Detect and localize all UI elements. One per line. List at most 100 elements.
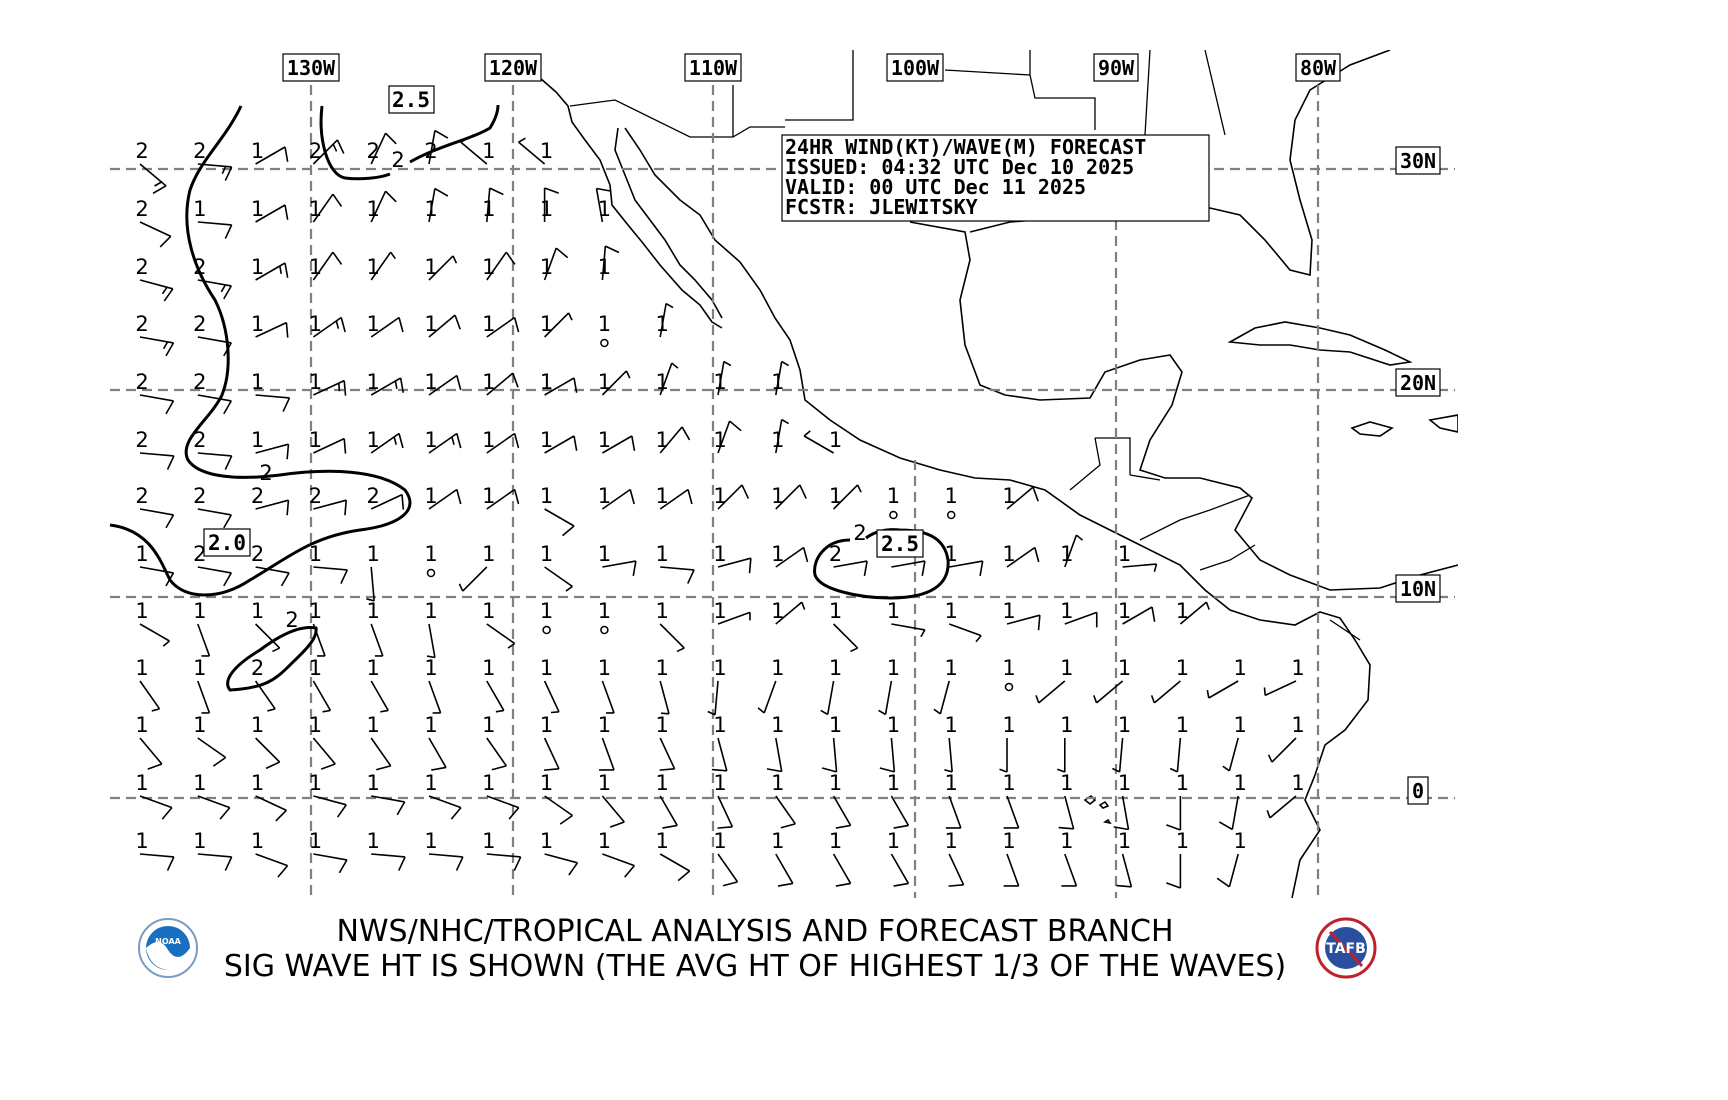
wind-barb-feather bbox=[660, 712, 670, 715]
calm-circle bbox=[889, 510, 898, 520]
grid-point: 1 bbox=[482, 428, 520, 454]
wave-height: 1 bbox=[482, 542, 495, 566]
grid-point: 1 bbox=[540, 187, 559, 222]
wind-barb-feather bbox=[781, 360, 790, 367]
wind-barb-feather bbox=[338, 859, 348, 874]
wind-barb-feather bbox=[707, 710, 716, 716]
wind-barb-feather bbox=[508, 807, 520, 820]
grid-point: 1 bbox=[424, 599, 438, 659]
wind-barb-feather bbox=[159, 235, 172, 248]
grid-point: 1 bbox=[482, 187, 504, 223]
wave-height: 2 bbox=[251, 656, 264, 680]
wind-barb-staff bbox=[486, 795, 520, 809]
lon-label-box bbox=[684, 53, 742, 82]
wind-barb-staff bbox=[197, 680, 211, 714]
wind-barb-staff bbox=[763, 680, 777, 714]
grid-point: 1 bbox=[598, 656, 615, 714]
wave-height: 1 bbox=[1234, 656, 1247, 680]
wind-barb-feather bbox=[1113, 826, 1129, 831]
wind-barb-feather bbox=[748, 558, 752, 574]
wind-barb-feather bbox=[456, 375, 462, 391]
wave-height: 1 bbox=[540, 713, 553, 737]
wave-height: 2 bbox=[193, 370, 206, 394]
wave-height: 1 bbox=[1060, 542, 1073, 566]
wind-barb-staff bbox=[428, 488, 458, 510]
grid-point: 1 bbox=[945, 829, 965, 887]
wind-barb-feather bbox=[380, 709, 389, 713]
wind-barb-staff bbox=[139, 279, 174, 290]
wave-height: 1 bbox=[1060, 656, 1073, 680]
wave-height: 1 bbox=[193, 771, 206, 795]
grid-point: 1 bbox=[656, 484, 693, 510]
wind-barb-feather bbox=[1205, 601, 1210, 610]
wind-barb-feather bbox=[513, 489, 520, 505]
wind-barb-feather bbox=[223, 285, 232, 300]
wind-barb-feather bbox=[152, 185, 167, 195]
wind-barb-feather bbox=[1153, 563, 1158, 572]
wind-barb-feather bbox=[212, 756, 227, 767]
wave-height: 1 bbox=[540, 542, 553, 566]
wind-barb-feather bbox=[154, 181, 162, 187]
wind-barb-feather bbox=[165, 400, 175, 415]
wind-barb-staff bbox=[197, 163, 232, 168]
wind-barb-feather bbox=[284, 262, 289, 278]
wind-barb-feather bbox=[920, 629, 926, 638]
lat-label: 0 bbox=[1412, 779, 1424, 803]
wave-height: 1 bbox=[367, 771, 380, 795]
wind-barb-feather bbox=[489, 187, 504, 196]
wave-height: 1 bbox=[367, 713, 380, 737]
wave-height: 1 bbox=[309, 542, 322, 566]
wave-height: 1 bbox=[540, 370, 553, 394]
wave-height: 1 bbox=[887, 484, 900, 508]
grid-point: 1 bbox=[598, 829, 635, 878]
wind-barb-feather bbox=[147, 763, 163, 770]
grid-point: 1 bbox=[424, 484, 462, 510]
wind-barb-feather bbox=[975, 635, 982, 643]
wind-barb-staff bbox=[312, 316, 342, 338]
grid-point: 1 bbox=[887, 599, 926, 638]
wave-height: 1 bbox=[482, 255, 495, 279]
grid-point: 1 bbox=[367, 599, 384, 657]
wind-barb-feather bbox=[390, 251, 396, 260]
grid-point: 1 bbox=[135, 542, 175, 587]
grid-point: 1 bbox=[656, 542, 695, 584]
wind-barb-staff bbox=[428, 623, 436, 658]
wind-barb-feather bbox=[850, 647, 858, 653]
wave-height: 1 bbox=[656, 370, 669, 394]
wave-height: 1 bbox=[598, 255, 611, 279]
grid-point: 1 bbox=[713, 542, 752, 574]
wind-barb-feather bbox=[568, 862, 579, 876]
wind-barb-feather bbox=[161, 807, 173, 820]
grid-point: 1 bbox=[1002, 599, 1041, 631]
wave-height: 1 bbox=[309, 255, 322, 279]
contour-label-small: 2 bbox=[391, 148, 404, 172]
lon-label-box bbox=[282, 53, 340, 82]
wave-height: 1 bbox=[713, 829, 726, 853]
grid-point: 1 bbox=[1002, 656, 1016, 692]
wind-barb-feather bbox=[835, 882, 851, 887]
wave-height: 1 bbox=[540, 139, 553, 163]
borders bbox=[569, 50, 1361, 641]
wind-barb-staff bbox=[659, 623, 685, 649]
grid-point: 1 bbox=[1060, 534, 1084, 568]
wave-height: 1 bbox=[309, 370, 322, 394]
grid-point: 2 bbox=[251, 542, 290, 587]
wind-barb-staff bbox=[139, 623, 170, 642]
grid-point: 1 bbox=[1166, 829, 1189, 889]
wind-barb-staff bbox=[428, 374, 458, 396]
wave-height: 2 bbox=[193, 484, 206, 508]
wind-barb-feather bbox=[491, 765, 507, 771]
wave-height: 1 bbox=[887, 771, 900, 795]
grid-point: 1 bbox=[829, 829, 852, 887]
grid-point: 1 bbox=[424, 542, 438, 578]
wind-barb-feather bbox=[340, 317, 346, 333]
grid-point: 1 bbox=[540, 771, 573, 825]
wind-barb-staff bbox=[312, 139, 339, 165]
grid-point: 1 bbox=[424, 829, 464, 871]
wind-barb-feather bbox=[401, 494, 405, 510]
grid-point: 1 bbox=[367, 713, 392, 771]
wave-height: 1 bbox=[713, 599, 726, 623]
wave-height: 1 bbox=[598, 829, 611, 853]
grid-point: 1 bbox=[193, 771, 231, 820]
wind-barb-staff bbox=[1208, 680, 1239, 699]
